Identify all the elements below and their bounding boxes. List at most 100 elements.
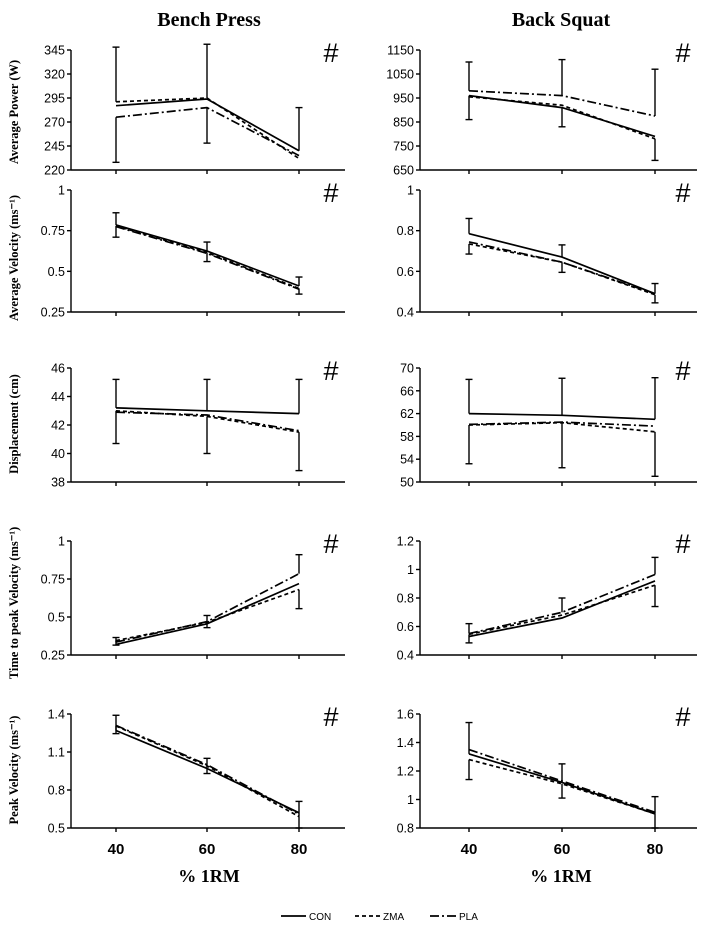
series-line-pla: [115, 411, 300, 432]
y-tick-label: 220: [44, 164, 65, 178]
y-tick-label: 750: [393, 140, 414, 154]
panel-2-0: 38 40 42 44 46 #: [51, 356, 345, 490]
ylabel-average-power: Average Power (W): [7, 60, 21, 164]
y-tick-label: 0.5: [48, 265, 65, 279]
significance-marker: #: [323, 356, 338, 386]
series-line-pla: [468, 421, 656, 427]
x-tick-label: 60: [199, 841, 216, 858]
ylabel-time-to-peak-velocity: Time to peak Velocity (ms⁻¹): [7, 527, 21, 679]
y-tick-label: 0.5: [48, 611, 65, 625]
y-tick-label: 1: [58, 184, 65, 198]
panel-3-0: 0.25 0.5 0.75 1 #: [41, 529, 345, 663]
series-line-pla: [468, 748, 656, 814]
y-tick-label: 66: [400, 384, 414, 398]
series-line-pla: [468, 241, 656, 295]
y-tick-label: 0.8: [397, 224, 414, 238]
significance-marker: #: [323, 38, 338, 68]
y-tick-label: 1: [407, 184, 414, 198]
y-tick-label: 0.6: [397, 265, 414, 279]
panel-1-1: 0.4 0.6 0.8 1 #: [397, 178, 697, 320]
y-tick-label: 0.5: [48, 822, 65, 836]
panel-0-0: 220 245 270 295 320 345 #: [44, 38, 345, 178]
series-line-zma: [468, 584, 656, 636]
y-axis-labels: Average Power (W) Average Velocity (ms⁻¹…: [7, 60, 21, 825]
significance-marker: #: [675, 38, 690, 68]
y-tick-label: 62: [400, 407, 414, 421]
y-tick-label: 42: [51, 419, 65, 433]
series-line-con: [468, 580, 656, 638]
y-tick-label: 54: [400, 453, 414, 467]
panel-2-1: 50 54 58 62 66 70 #: [400, 356, 697, 490]
y-tick-label: 0.6: [397, 620, 414, 634]
y-tick-label: 46: [51, 362, 65, 376]
y-tick-label: 70: [400, 362, 414, 376]
panel-3-1: 0.4 0.6 0.8 1 1.2 #: [397, 529, 697, 663]
significance-marker: #: [675, 356, 690, 386]
y-tick-label: 0.8: [48, 784, 65, 798]
y-tick-label: 0.8: [397, 822, 414, 836]
significance-marker: #: [323, 529, 338, 559]
y-tick-label: 295: [44, 92, 65, 106]
column-title-back-squat: Back Squat: [512, 9, 611, 31]
series-line-con: [115, 407, 300, 415]
ylabel-peak-velocity: Peak Velocity (ms⁻¹): [7, 716, 21, 825]
panel-4-1: 0.8 1 1.2 1.4 1.6 40 60 80 #: [397, 702, 697, 858]
significance-marker: #: [675, 702, 690, 732]
y-tick-label: 245: [44, 140, 65, 154]
y-tick-label: 1050: [386, 68, 414, 82]
y-tick-label: 650: [393, 164, 414, 178]
series-line-zma: [468, 95, 656, 140]
column-titles: Bench Press Back Squat: [157, 9, 610, 31]
xlabel-back-squat: % 1RM: [530, 866, 592, 886]
y-tick-label: 1.1: [48, 746, 65, 760]
panel-0-1: 650 750 850 950 1050 1150 #: [386, 38, 697, 178]
y-tick-label: 0.4: [397, 306, 414, 320]
y-tick-label: 40: [51, 447, 65, 461]
y-tick-label: 1: [407, 793, 414, 807]
series-line-zma: [115, 224, 300, 290]
y-tick-label: 0.8: [397, 592, 414, 606]
x-tick-label: 60: [554, 841, 571, 858]
column-title-bench-press: Bench Press: [157, 9, 261, 31]
y-tick-label: 58: [400, 430, 414, 444]
series-line-con: [115, 582, 300, 646]
legend: CON ZMA PLA: [281, 912, 478, 923]
y-tick-label: 1.6: [397, 708, 414, 722]
x-tick-label: 80: [647, 841, 664, 858]
xlabel-bench-press: % 1RM: [178, 866, 240, 886]
y-tick-label: 50: [400, 476, 414, 490]
significance-marker: #: [675, 529, 690, 559]
y-tick-label: 0.75: [41, 573, 65, 587]
y-tick-label: 0.25: [41, 649, 65, 663]
y-tick-label: 1: [58, 535, 65, 549]
x-axis-labels: % 1RM % 1RM: [178, 866, 592, 886]
legend-label-pla: PLA: [459, 912, 478, 923]
significance-marker: #: [323, 702, 338, 732]
y-tick-label: 1150: [387, 44, 414, 58]
y-tick-label: 1: [407, 563, 414, 577]
y-tick-label: 0.75: [41, 224, 65, 238]
y-tick-label: 0.4: [397, 649, 414, 663]
y-tick-label: 345: [44, 44, 65, 58]
y-tick-label: 1.2: [397, 535, 414, 549]
y-tick-label: 44: [51, 390, 65, 404]
x-tick-label: 40: [461, 841, 478, 858]
series-line-pla: [115, 572, 300, 643]
y-tick-label: 1.4: [397, 736, 414, 750]
y-tick-label: 270: [44, 116, 65, 130]
x-tick-label: 40: [108, 841, 125, 858]
panel-1-0: 0.25 0.5 0.75 1 #: [41, 178, 345, 320]
y-tick-label: 1.2: [397, 765, 414, 779]
panel-4-0: 0.5 0.8 1.1 1.4 40 60 80 #: [48, 702, 345, 858]
ylabel-average-velocity: Average Velocity (ms⁻¹): [7, 195, 21, 321]
series-line-pla: [115, 225, 300, 290]
y-tick-label: 950: [393, 92, 414, 106]
y-tick-label: 850: [393, 116, 414, 130]
y-tick-label: 0.25: [41, 306, 65, 320]
y-tick-label: 1.4: [48, 708, 65, 722]
y-tick-label: 320: [44, 68, 65, 82]
significance-marker: #: [323, 178, 338, 208]
x-tick-label: 80: [291, 841, 308, 858]
